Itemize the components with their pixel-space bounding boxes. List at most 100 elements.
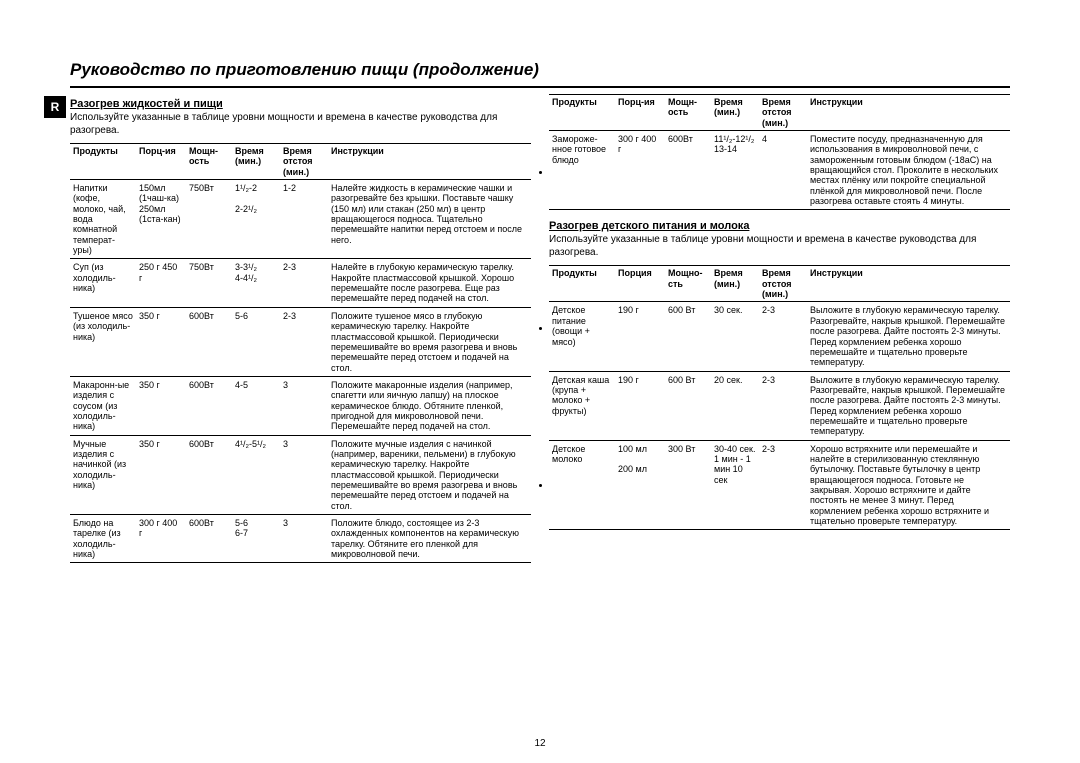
table-cell: Напитки (кофе, молоко, чай, вода комнатн… bbox=[70, 180, 136, 259]
th-instructions: Инструкции bbox=[807, 266, 1010, 302]
table-cell: 190 г bbox=[615, 371, 665, 440]
th-stand: Время отстоя (мин.) bbox=[759, 266, 807, 302]
table-cell: 3 bbox=[280, 435, 328, 514]
table-cell: 4-5 bbox=[232, 376, 280, 435]
table-cell: 750Вт bbox=[186, 259, 232, 307]
th-time: Время (мин.) bbox=[232, 144, 280, 180]
table-cell: 600Вт bbox=[665, 131, 711, 210]
table-cell: 4 bbox=[759, 131, 807, 210]
th-instructions: Инструкции bbox=[807, 95, 1010, 131]
table-cell: Налейте жидкость в керамические чашки и … bbox=[328, 180, 531, 259]
table-cell: Хорошо встряхните или перемешайте и нале… bbox=[807, 440, 1010, 530]
table-row: Суп (из холодиль-ника)250 г 450 г750Вт3-… bbox=[70, 259, 531, 307]
th-stand: Время отстоя (мин.) bbox=[280, 144, 328, 180]
language-badge: R bbox=[44, 96, 66, 118]
table-cell: 600Вт bbox=[186, 376, 232, 435]
liquids-food-table: Продукты Порц-ия Мощн-ость Время (мин.) … bbox=[70, 143, 531, 563]
table-cell: Замороже-нное готовое блюдо bbox=[549, 131, 615, 210]
table-cell: 30 сек. bbox=[711, 302, 759, 371]
table-row: Тушеное мясо (из холодиль-ника)350 г600В… bbox=[70, 307, 531, 376]
table-cell: 600Вт bbox=[186, 307, 232, 376]
table-cell: 2-3 bbox=[759, 440, 807, 530]
table-cell: 350 г bbox=[136, 376, 186, 435]
table-cell: 600Вт bbox=[186, 515, 232, 563]
section-intro-baby: Используйте указанные в таблице уровни м… bbox=[549, 234, 1010, 259]
table-cell: Мучные изделия с начинкой (из холодиль-н… bbox=[70, 435, 136, 514]
table-row: Макаронн-ые изделия с соусом (из холодил… bbox=[70, 376, 531, 435]
table-cell: 30-40 сек. 1 мин - 1 мин 10 сек bbox=[711, 440, 759, 530]
table-cell: 3 bbox=[280, 515, 328, 563]
right-column: Продукты Порц-ия Мощн-ость Время (мин.) … bbox=[549, 94, 1010, 563]
table-cell: Выложите в глубокую керамическую тарелку… bbox=[807, 302, 1010, 371]
page-number: 12 bbox=[0, 738, 1080, 749]
table-cell: Положите тушеное мясо в глубокую керамич… bbox=[328, 307, 531, 376]
left-column: R Разогрев жидкостей и пищи Используйте … bbox=[70, 94, 531, 563]
table-row: Напитки (кофе, молоко, чай, вода комнатн… bbox=[70, 180, 531, 259]
table-cell: 300 г 400 г bbox=[136, 515, 186, 563]
table-cell: Положите блюдо, состоящее из 2-3 охлажде… bbox=[328, 515, 531, 563]
th-product: Продукты bbox=[549, 95, 615, 131]
table-cell: 2-3 bbox=[759, 302, 807, 371]
table-cell: Блюдо на тарелке (из холодиль-ника) bbox=[70, 515, 136, 563]
table-cell: Макаронн-ые изделия с соусом (из холодил… bbox=[70, 376, 136, 435]
table-cell: 600 Вт bbox=[665, 371, 711, 440]
section-intro-liquids: Используйте указанные в таблице уровни м… bbox=[70, 112, 531, 137]
table-cell: 5-6 bbox=[232, 307, 280, 376]
table-cell: 300 Вт bbox=[665, 440, 711, 530]
table-row: Замороже-нное готовое блюдо300 г 400 г60… bbox=[549, 131, 1010, 210]
page-title: Руководство по приготовлению пищи (продо… bbox=[70, 60, 1010, 80]
table-cell: Выложите в глубокую керамическую тарелку… bbox=[807, 371, 1010, 440]
th-time: Время (мин.) bbox=[711, 266, 759, 302]
th-stand: Время отстоя (мин.) bbox=[759, 95, 807, 131]
th-product: Продукты bbox=[549, 266, 615, 302]
table-cell: Положите макаронные изделия (например, с… bbox=[328, 376, 531, 435]
table-row: Детское питание (овощи + мясо)190 г600 В… bbox=[549, 302, 1010, 371]
table-cell: 2-3 bbox=[280, 307, 328, 376]
table-cell: 20 сек. bbox=[711, 371, 759, 440]
section-heading-liquids: Разогрев жидкостей и пищи bbox=[70, 98, 531, 110]
th-product: Продукты bbox=[70, 144, 136, 180]
table-cell: 600 Вт bbox=[665, 302, 711, 371]
table-row: Детское молоко100 мл 200 мл300 Вт30-40 с… bbox=[549, 440, 1010, 530]
table-cell: 100 мл 200 мл bbox=[615, 440, 665, 530]
table-cell: 1-2 bbox=[280, 180, 328, 259]
table-cell: 2-3 bbox=[759, 371, 807, 440]
th-time: Время (мин.) bbox=[711, 95, 759, 131]
table-cell: 3 bbox=[280, 376, 328, 435]
table-cell: 4¹/₂-5¹/₂ bbox=[232, 435, 280, 514]
th-power: Мощн-ость bbox=[665, 95, 711, 131]
table-row: Мучные изделия с начинкой (из холодиль-н… bbox=[70, 435, 531, 514]
table-cell: Тушеное мясо (из холодиль-ника) bbox=[70, 307, 136, 376]
table-row: Детская каша (крупа + молоко + фрукты)19… bbox=[549, 371, 1010, 440]
th-power: Мощн-ость bbox=[186, 144, 232, 180]
th-portion: Порция bbox=[615, 266, 665, 302]
frozen-food-table: Продукты Порц-ия Мощн-ость Время (мин.) … bbox=[549, 94, 1010, 210]
th-portion: Порц-ия bbox=[136, 144, 186, 180]
title-rule bbox=[70, 86, 1010, 88]
table-cell: Детская каша (крупа + молоко + фрукты) bbox=[549, 371, 615, 440]
table-cell: Суп (из холодиль-ника) bbox=[70, 259, 136, 307]
th-instructions: Инструкции bbox=[328, 144, 531, 180]
table-cell: Поместите посуду, предназначенную для ис… bbox=[807, 131, 1010, 210]
table-cell: 2-3 bbox=[280, 259, 328, 307]
table-cell: 3-3¹/₂ 4-4¹/₂ bbox=[232, 259, 280, 307]
table-cell: Детское молоко bbox=[549, 440, 615, 530]
table-cell: 750Вт bbox=[186, 180, 232, 259]
table-cell: 150мл (1чаш-ка) 250мл (1ста-кан) bbox=[136, 180, 186, 259]
table-cell: 600Вт bbox=[186, 435, 232, 514]
table-cell: 350 г bbox=[136, 435, 186, 514]
table-cell: 300 г 400 г bbox=[615, 131, 665, 210]
th-portion: Порц-ия bbox=[615, 95, 665, 131]
table-cell: Налейте в глубокую керамическую тарелку.… bbox=[328, 259, 531, 307]
baby-food-table: Продукты Порция Мощно-сть Время (мин.) В… bbox=[549, 265, 1010, 530]
table-cell: 11¹/₂-12¹/₂ 13-14 bbox=[711, 131, 759, 210]
table-cell: Детское питание (овощи + мясо) bbox=[549, 302, 615, 371]
column-divider-dots bbox=[539, 94, 541, 563]
table-cell: Положите мучные изделия с начинкой (напр… bbox=[328, 435, 531, 514]
table-cell: 1¹/₂-2 2-2¹/₂ bbox=[232, 180, 280, 259]
th-power: Мощно-сть bbox=[665, 266, 711, 302]
table-cell: 190 г bbox=[615, 302, 665, 371]
table-row: Блюдо на тарелке (из холодиль-ника)300 г… bbox=[70, 515, 531, 563]
section-heading-baby: Разогрев детского питания и молока bbox=[549, 220, 1010, 232]
table-cell: 250 г 450 г bbox=[136, 259, 186, 307]
